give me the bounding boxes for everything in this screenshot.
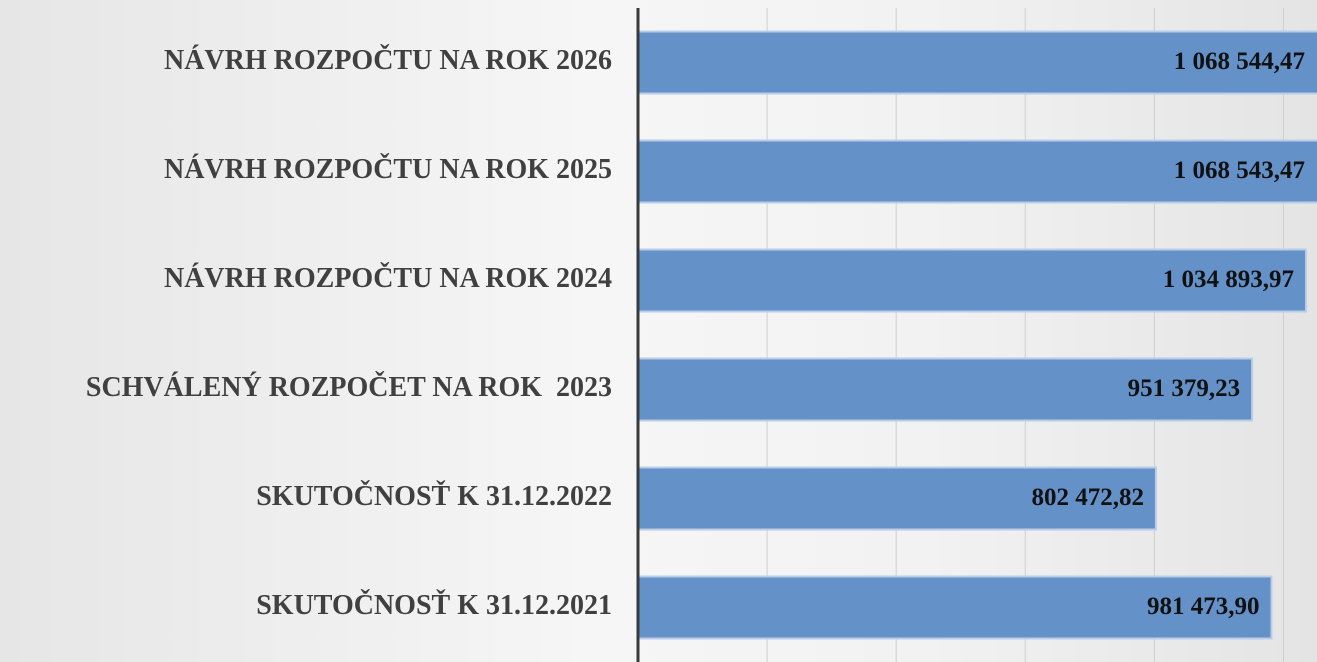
value-label: 981 473,90: [1147, 593, 1260, 620]
category-label: SKUTOČNOSŤ K 31.12.2022: [256, 481, 612, 512]
bar: [637, 248, 1307, 313]
category-label: NÁVRH ROZPOČTU NA ROK 2026: [164, 45, 612, 76]
value-label: 1 068 543,47: [1174, 157, 1305, 184]
category-label: SKUTOČNOSŤ K 31.12.2021: [256, 590, 612, 621]
category-label: SCHVÁLENÝ ROZPOČET NA ROK 2023: [86, 372, 612, 403]
value-label: 802 472,82: [1031, 484, 1144, 511]
bar: [637, 139, 1317, 204]
bar: [637, 30, 1317, 95]
value-label: 1 034 893,97: [1163, 266, 1294, 293]
value-label: 951 379,23: [1128, 375, 1241, 402]
category-label: NÁVRH ROZPOČTU NA ROK 2024: [164, 263, 612, 294]
bar: [637, 466, 1157, 531]
category-label: NÁVRH ROZPOČTU NA ROK 2025: [164, 154, 612, 185]
value-label: 1 068 544,47: [1174, 48, 1305, 75]
